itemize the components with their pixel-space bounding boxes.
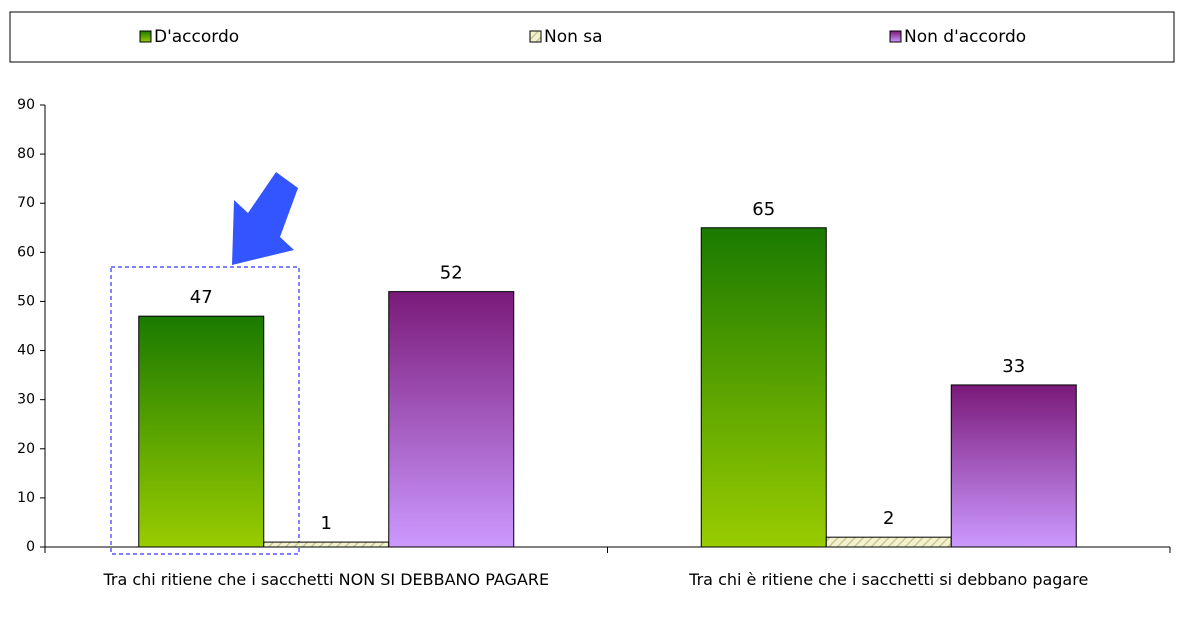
legend-label: Non d'accordo [904, 27, 1026, 47]
legend-label: D'accordo [154, 27, 239, 47]
highlight-box [110, 266, 300, 555]
data-label: 2 [883, 508, 894, 529]
x-tick-label: Tra chi è ritiene che i sacchetti si deb… [689, 570, 1089, 589]
y-tick-label: 30 [17, 392, 35, 408]
legend-swatch [889, 30, 902, 43]
y-tick-label: 90 [17, 97, 35, 113]
bar [700, 227, 827, 548]
y-tick-label: 70 [17, 195, 35, 211]
y-tick-label: 60 [17, 244, 35, 260]
x-tick-label: Tra chi ritiene che i sacchetti NON SI D… [103, 570, 550, 589]
y-tick-label: 0 [26, 539, 35, 555]
y-tick-label: 80 [17, 146, 35, 162]
bar [950, 384, 1077, 548]
data-label: 1 [321, 513, 332, 534]
bar [825, 536, 952, 548]
bar [138, 315, 265, 548]
y-tick-label: 10 [17, 490, 35, 506]
arrow [232, 172, 298, 265]
data-label: 47 [190, 287, 213, 308]
legend-swatch [529, 30, 542, 43]
y-tick-label: 40 [17, 343, 35, 359]
legend-box [9, 11, 1175, 63]
legend-swatch [139, 30, 152, 43]
bar [263, 541, 390, 548]
data-label: 33 [1002, 356, 1025, 377]
legend-label: Non sa [544, 27, 603, 47]
bar [388, 291, 515, 548]
data-label: 65 [752, 199, 775, 220]
y-tick-label: 50 [17, 293, 35, 309]
y-tick-label: 20 [17, 441, 35, 457]
data-label: 52 [440, 263, 463, 284]
